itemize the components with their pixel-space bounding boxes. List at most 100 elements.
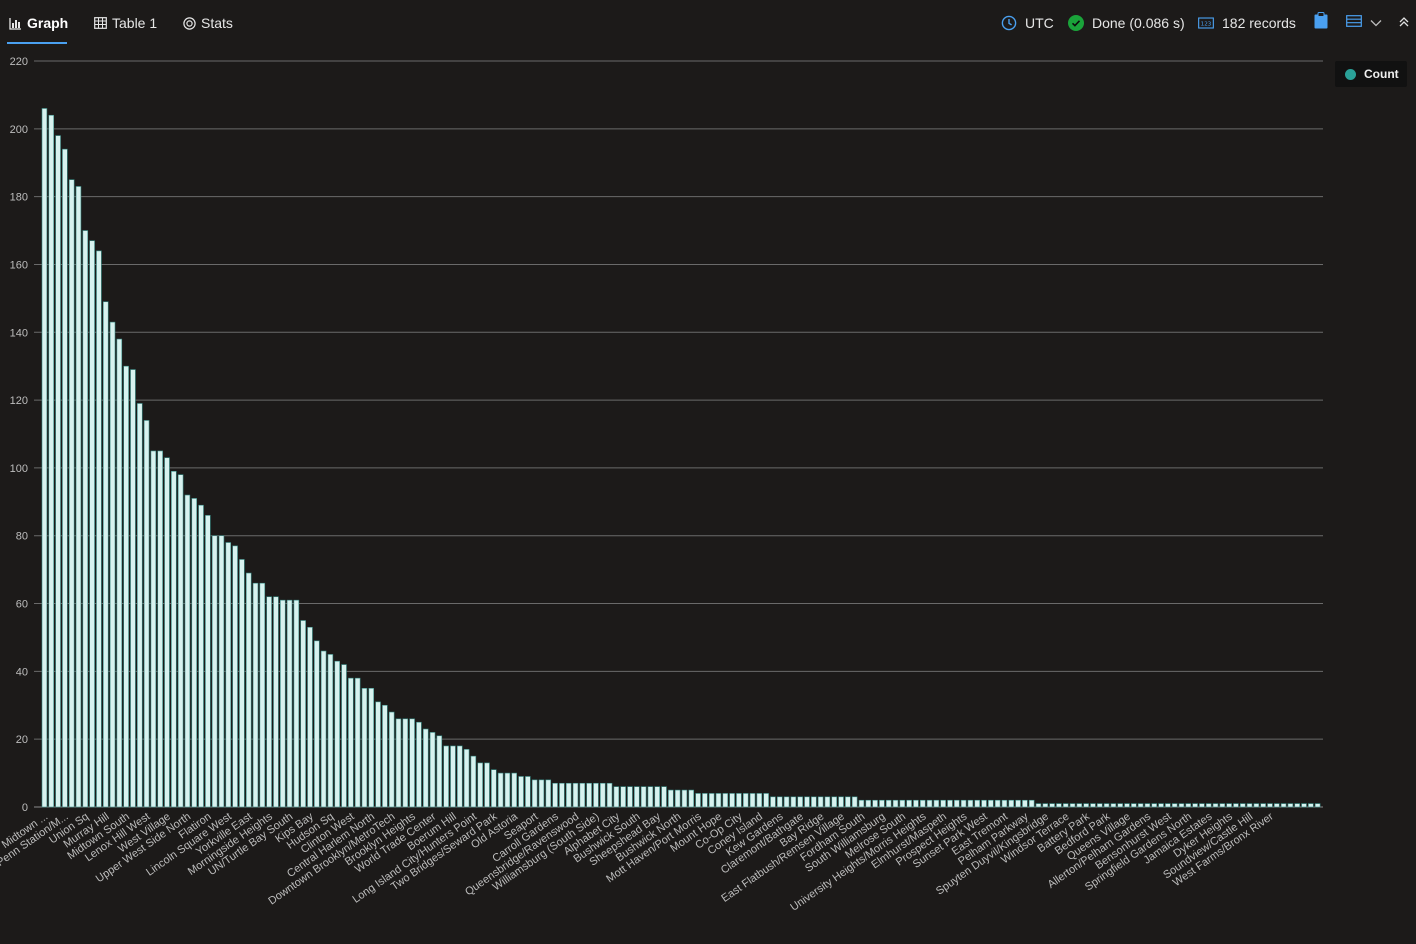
- bar[interactable]: [525, 776, 531, 808]
- bar[interactable]: [48, 114, 55, 808]
- bar[interactable]: [599, 782, 606, 808]
- bar[interactable]: [593, 782, 599, 808]
- bar[interactable]: [926, 799, 933, 808]
- bar[interactable]: [954, 799, 960, 808]
- bar[interactable]: [722, 793, 729, 808]
- layout-toggle-button[interactable]: [1346, 13, 1362, 33]
- bar[interactable]: [375, 701, 381, 808]
- bar[interactable]: [354, 677, 361, 808]
- bar[interactable]: [906, 799, 912, 808]
- bar[interactable]: [1212, 803, 1219, 808]
- bar[interactable]: [382, 704, 388, 808]
- bar[interactable]: [947, 799, 953, 808]
- bar[interactable]: [981, 799, 987, 808]
- bar[interactable]: [668, 789, 674, 808]
- bar[interactable]: [511, 772, 517, 808]
- tab-table-1[interactable]: Table 1: [93, 13, 157, 33]
- bar[interactable]: [314, 640, 320, 808]
- bar[interactable]: [974, 799, 980, 808]
- bar[interactable]: [504, 772, 511, 808]
- bar[interactable]: [171, 470, 177, 808]
- bar[interactable]: [1185, 803, 1192, 808]
- bar[interactable]: [395, 718, 402, 808]
- bar[interactable]: [559, 782, 565, 808]
- bar[interactable]: [620, 786, 626, 808]
- bar[interactable]: [661, 786, 667, 808]
- bar[interactable]: [640, 786, 647, 808]
- bar[interactable]: [143, 420, 150, 808]
- bar[interactable]: [89, 240, 95, 808]
- bar[interactable]: [783, 796, 790, 808]
- bar[interactable]: [1308, 803, 1314, 808]
- bar[interactable]: [736, 793, 742, 808]
- bar[interactable]: [368, 688, 375, 808]
- bar[interactable]: [341, 664, 347, 808]
- bar[interactable]: [1042, 803, 1049, 808]
- bar[interactable]: [654, 786, 660, 808]
- bar[interactable]: [1246, 803, 1253, 808]
- bar[interactable]: [320, 650, 327, 808]
- bar[interactable]: [1205, 803, 1212, 808]
- bar[interactable]: [940, 799, 946, 808]
- bar[interactable]: [892, 799, 899, 808]
- bar[interactable]: [245, 572, 252, 808]
- bar[interactable]: [1117, 803, 1123, 808]
- bar[interactable]: [1253, 803, 1260, 808]
- tab-graph[interactable]: Graph: [8, 13, 68, 33]
- bar[interactable]: [674, 789, 681, 808]
- bar[interactable]: [211, 535, 218, 808]
- bar[interactable]: [198, 504, 204, 808]
- bar[interactable]: [565, 782, 572, 808]
- bar[interactable]: [831, 796, 837, 808]
- bar[interactable]: [899, 799, 906, 808]
- bar[interactable]: [688, 789, 695, 808]
- bar[interactable]: [484, 762, 490, 808]
- bar[interactable]: [1090, 803, 1096, 808]
- bar[interactable]: [164, 457, 170, 808]
- bar[interactable]: [266, 596, 272, 808]
- bar[interactable]: [1240, 803, 1246, 808]
- bar[interactable]: [1097, 803, 1103, 808]
- bar[interactable]: [55, 135, 61, 808]
- bar[interactable]: [1158, 803, 1164, 808]
- bar[interactable]: [933, 799, 940, 808]
- bar[interactable]: [252, 582, 259, 808]
- bar[interactable]: [545, 779, 552, 808]
- bar[interactable]: [361, 688, 368, 808]
- bar[interactable]: [416, 721, 422, 808]
- bar[interactable]: [586, 782, 592, 808]
- bar[interactable]: [1124, 803, 1130, 808]
- bar[interactable]: [388, 711, 395, 808]
- bar[interactable]: [436, 735, 443, 808]
- copy-clipboard-button[interactable]: [1311, 12, 1331, 33]
- bar[interactable]: [681, 789, 688, 808]
- timezone-indicator[interactable]: UTC: [1001, 13, 1054, 33]
- bar[interactable]: [75, 186, 82, 808]
- bar[interactable]: [239, 559, 245, 808]
- bar[interactable]: [872, 799, 878, 808]
- bar[interactable]: [879, 799, 885, 808]
- bar[interactable]: [913, 799, 919, 808]
- bar[interactable]: [708, 793, 715, 808]
- bar[interactable]: [790, 796, 797, 808]
- chart-legend[interactable]: Count: [1335, 61, 1407, 87]
- bar[interactable]: [41, 108, 48, 808]
- bar[interactable]: [838, 796, 844, 808]
- bar[interactable]: [1015, 799, 1021, 808]
- bar[interactable]: [729, 793, 735, 808]
- bar[interactable]: [845, 796, 851, 808]
- tab-stats[interactable]: Stats: [182, 13, 233, 33]
- bar[interactable]: [273, 596, 279, 808]
- layout-dropdown-button[interactable]: [1369, 13, 1383, 33]
- bar[interactable]: [1178, 803, 1185, 808]
- bar[interactable]: [137, 403, 143, 808]
- bar[interactable]: [702, 793, 708, 808]
- bar[interactable]: [300, 620, 306, 808]
- bar[interactable]: [1199, 803, 1205, 808]
- bar[interactable]: [177, 474, 184, 808]
- bar[interactable]: [443, 745, 449, 808]
- bar[interactable]: [777, 796, 783, 808]
- bar[interactable]: [988, 799, 994, 808]
- bar[interactable]: [348, 677, 354, 808]
- bar[interactable]: [749, 793, 756, 808]
